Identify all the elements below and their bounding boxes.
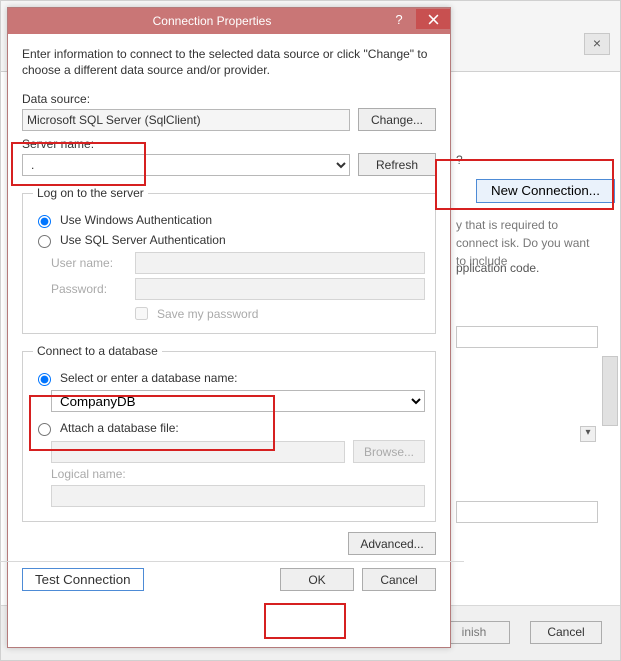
advanced-button[interactable]: Advanced... (348, 532, 436, 555)
save-password-label: Save my password (157, 307, 258, 321)
username-label: User name: (51, 256, 127, 270)
select-db-radio[interactable]: Select or enter a database name: (33, 370, 425, 386)
dialog-titlebar: Connection Properties ? (8, 8, 450, 34)
attach-db-label: Attach a database file: (60, 421, 179, 435)
save-password-checkbox: Save my password (131, 304, 425, 323)
logical-name-input (51, 485, 425, 507)
test-connection-button[interactable]: Test Connection (22, 568, 144, 591)
database-group-legend: Connect to a database (33, 344, 162, 358)
cancel-button[interactable]: Cancel (362, 568, 436, 591)
windows-auth-radio[interactable]: Use Windows Authentication (33, 212, 425, 228)
server-name-label: Server name: (22, 137, 436, 151)
logon-group-legend: Log on to the server (33, 186, 148, 200)
attach-db-radio[interactable]: Attach a database file: (33, 420, 425, 436)
data-source-label: Data source: (22, 92, 436, 106)
change-button[interactable]: Change... (358, 108, 436, 131)
connection-properties-dialog: Connection Properties ? Enter informatio… (7, 7, 451, 648)
wizard-textbox-2[interactable] (456, 501, 598, 523)
database-name-combo[interactable]: CompanyDB (51, 390, 425, 412)
dialog-content: Enter information to connect to the sele… (8, 34, 450, 555)
dialog-title: Connection Properties (42, 14, 382, 28)
ok-button[interactable]: OK (280, 568, 354, 591)
select-db-label: Select or enter a database name: (60, 371, 237, 385)
wizard-close-button[interactable]: × (584, 33, 610, 55)
dialog-button-bar: Test Connection OK Cancel (8, 568, 450, 601)
password-label: Password: (51, 282, 127, 296)
sql-auth-label: Use SQL Server Authentication (60, 233, 226, 247)
attach-file-input (51, 441, 345, 463)
wizard-cancel-button[interactable]: Cancel (530, 621, 602, 644)
windows-auth-radio-input[interactable] (38, 215, 51, 228)
dialog-intro: Enter information to connect to the sele… (22, 46, 436, 78)
data-source-input (22, 109, 350, 131)
logical-name-label: Logical name: (51, 467, 141, 481)
select-db-radio-input[interactable] (38, 373, 51, 386)
wizard-text-app: pplication code. (456, 261, 600, 275)
sql-auth-radio-input[interactable] (38, 235, 51, 248)
dialog-separator (0, 561, 464, 562)
wizard-textbox-1[interactable] (456, 326, 598, 348)
logon-group: Log on to the server Use Windows Authent… (22, 186, 436, 334)
password-input (135, 278, 425, 300)
close-button[interactable] (416, 9, 450, 29)
wizard-scroll-down-icon[interactable]: ▾ (580, 426, 596, 442)
browse-button: Browse... (353, 440, 425, 463)
new-connection-button[interactable]: New Connection... (476, 179, 615, 203)
attach-db-radio-input[interactable] (38, 423, 51, 436)
refresh-button[interactable]: Refresh (358, 153, 436, 176)
username-input (135, 252, 425, 274)
wizard-scrollbar[interactable] (602, 356, 618, 426)
sql-auth-radio[interactable]: Use SQL Server Authentication (33, 232, 425, 248)
help-button[interactable]: ? (382, 9, 416, 29)
database-group: Connect to a database Select or enter a … (22, 344, 436, 522)
save-password-checkbox-input (135, 307, 148, 320)
server-name-combo[interactable]: . (22, 154, 350, 176)
windows-auth-label: Use Windows Authentication (60, 213, 212, 227)
wizard-question-tail: ? (456, 151, 600, 169)
close-icon (428, 14, 439, 25)
